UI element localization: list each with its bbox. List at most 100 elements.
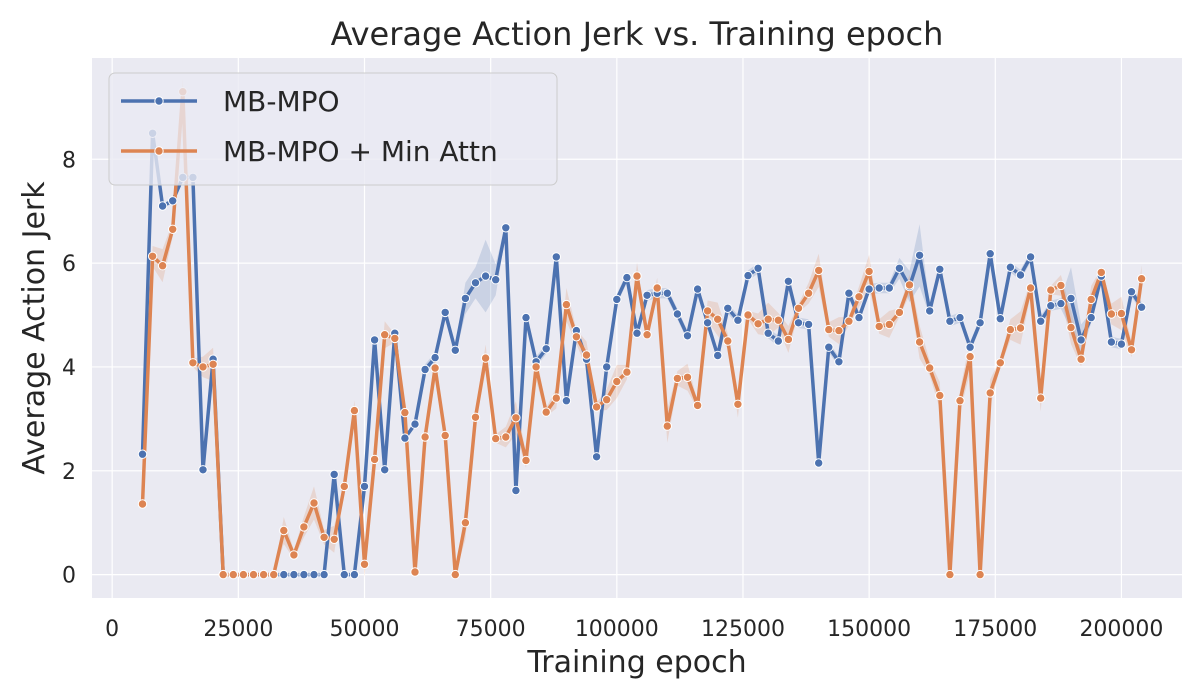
mb-mpo-min-attn-point: [935, 390, 945, 401]
mb-mpo-min-attn-point: [228, 569, 239, 580]
y-tick-label: 2: [62, 460, 76, 485]
mb-mpo-min-attn-point: [258, 569, 269, 580]
mb-mpo-min-attn-point: [1036, 393, 1046, 403]
mb-mpo-min-attn-point: [874, 321, 884, 332]
mb-mpo-point: [1005, 262, 1016, 272]
mb-mpo-min-attn-point: [1046, 285, 1056, 295]
series-lines: [140, 89, 1144, 577]
mb-mpo-min-attn-point: [218, 569, 228, 580]
mb-mpo-min-attn-point: [884, 319, 894, 330]
mb-mpo-min-attn-point: [713, 314, 723, 324]
mb-mpo-min-attn-point: [430, 363, 440, 373]
x-tick-label: 0: [105, 617, 119, 642]
mb-mpo-min-attn-point: [359, 559, 370, 569]
mb-mpo-point: [198, 465, 208, 475]
legend: MB-MPO MB-MPO + Min Attn: [108, 72, 558, 186]
mb-mpo-min-attn-point: [612, 376, 622, 387]
mb-mpo-point: [834, 357, 844, 367]
mb-mpo-point: [491, 275, 501, 285]
mb-mpo-point: [319, 569, 329, 580]
y-tick-label: 8: [62, 148, 76, 173]
y-tick-label: 0: [62, 564, 76, 589]
mb-mpo-min-attn-point: [198, 362, 208, 372]
mb-mpo-min-attn-point: [925, 363, 935, 373]
mb-mpo-min-attn-point: [1015, 323, 1026, 333]
mb-mpo-min-attn-point: [783, 334, 794, 345]
mb-mpo-point: [1116, 339, 1127, 349]
mb-mpo-min-attn-point: [652, 283, 662, 293]
mb-mpo-min-attn-point: [733, 399, 743, 409]
mb-mpo-point: [339, 569, 349, 580]
mb-mpo-min-attn-point: [581, 350, 592, 360]
legend-label-mb-mpo: MB-MPO: [223, 85, 340, 118]
mb-mpo-min-attn-point: [702, 306, 713, 316]
y-tick-label: 6: [62, 252, 76, 277]
mb-mpo-point: [945, 316, 955, 326]
mb-mpo-min-attn-point: [864, 266, 874, 277]
mb-mpo-min-attn-point: [501, 432, 511, 442]
mb-mpo-min-attn-point: [914, 337, 925, 347]
mb-mpo-point: [440, 307, 450, 318]
mb-mpo-min-attn-point: [460, 518, 471, 528]
mb-mpo-min-attn-point: [147, 251, 158, 261]
mb-mpo-point: [884, 283, 894, 293]
mb-mpo-point: [814, 458, 824, 468]
mb-mpo-point: [591, 452, 602, 462]
mb-mpo-point: [763, 328, 773, 338]
mb-mpo-min-attn-point: [682, 372, 693, 382]
mb-mpo-min-attn-point: [470, 412, 481, 422]
mb-mpo-min-attn-point: [1056, 280, 1066, 291]
mb-mpo-min-attn-point: [319, 532, 329, 542]
mb-mpo-point: [743, 270, 753, 281]
y-axis-ticks: 0 2 4 6 8: [62, 148, 76, 588]
mb-mpo-point: [349, 569, 360, 580]
mb-mpo-point: [1086, 312, 1096, 323]
mb-mpo-min-attn-point: [491, 433, 501, 444]
mb-mpo-point: [1106, 337, 1117, 347]
mb-mpo-min-attn-point: [380, 330, 390, 340]
mb-mpo-point: [541, 344, 551, 354]
mb-mpo-min-attn-point: [743, 310, 753, 320]
mb-mpo-point: [914, 250, 925, 261]
mb-mpo-min-attn-point: [803, 288, 814, 298]
mb-mpo-point: [460, 293, 471, 304]
mb-mpo-min-attn-point: [985, 388, 995, 398]
mb-mpo-point: [521, 312, 531, 323]
mb-mpo-point: [955, 312, 965, 323]
mb-mpo-min-attn-point: [157, 261, 168, 271]
mb-mpo-min-attn-point: [248, 569, 259, 580]
x-tick-label: 150000: [827, 617, 911, 642]
mb-mpo-min-attn-point: [975, 569, 985, 580]
mb-mpo-min-attn-point: [1086, 294, 1096, 305]
mb-mpo-min-attn-point: [995, 358, 1005, 368]
mb-mpo-point: [168, 196, 178, 206]
mb-mpo-point: [380, 465, 390, 475]
mb-mpo-min-attn-point: [369, 454, 380, 465]
mb-mpo-min-attn-point: [571, 332, 582, 342]
x-tick-label: 100000: [575, 617, 659, 642]
mb-mpo-min-attn-point: [1116, 308, 1127, 319]
mb-mpo-point: [612, 294, 622, 305]
x-axis-label: Training epoch: [526, 645, 746, 680]
mb-mpo-point: [975, 318, 985, 328]
mb-mpo-min-attn-point: [1106, 309, 1117, 319]
mb-mpo-min-attn-point: [904, 280, 915, 290]
mb-mpo-min-attn-point: [844, 316, 854, 326]
mb-mpo-point: [1056, 298, 1066, 309]
mb-mpo-point: [329, 469, 339, 480]
mb-mpo-point: [602, 362, 612, 372]
x-tick-label: 200000: [1079, 617, 1163, 642]
mb-mpo-point: [702, 318, 713, 328]
mb-mpo-min-attn-point: [591, 402, 602, 412]
mb-mpo-point: [692, 284, 703, 294]
mb-mpo-min-attn-point: [269, 569, 279, 580]
mb-mpo-min-attn-point: [400, 407, 410, 418]
mb-mpo-point: [420, 364, 430, 375]
chart-title: Average Action Jerk vs. Training epoch: [331, 15, 944, 53]
mb-mpo-min-attn-point: [1136, 274, 1147, 284]
mb-mpo-point: [157, 201, 168, 211]
mb-mpo-point: [854, 312, 864, 323]
mb-mpo-point: [894, 263, 905, 273]
mb-mpo-point: [632, 328, 642, 338]
